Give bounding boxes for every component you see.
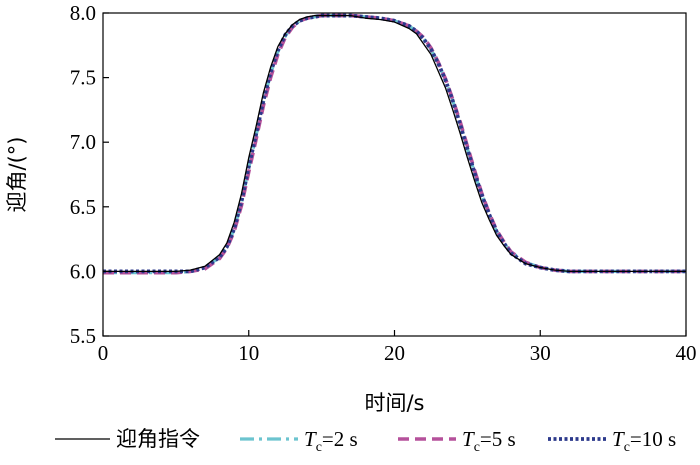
plot-frame xyxy=(102,12,687,337)
legend-label-1: Tc=2 s xyxy=(304,427,358,455)
series-line-2 xyxy=(103,13,686,275)
legend-var: T xyxy=(304,427,317,451)
tick-layer: 0 10 20 30 40 5.5 6.0 6.5 7.0 7.5 8.0 xyxy=(70,1,697,365)
y-axis-title: 迎角/(°) xyxy=(5,137,29,213)
x-tick-label: 0 xyxy=(98,341,109,365)
y-tick-label: 7.5 xyxy=(70,66,96,90)
legend-var: T xyxy=(612,427,625,451)
y-tick-label: 6.0 xyxy=(70,259,96,283)
series-line-0 xyxy=(103,14,686,273)
y-tick-label: 8.0 xyxy=(70,1,96,25)
legend: 迎角指令 Tc=2 s Tc=5 s Tc=10 s xyxy=(55,427,676,455)
legend-label-0: 迎角指令 xyxy=(116,427,200,451)
series-line-3 xyxy=(103,13,686,274)
legend-value: =2 s xyxy=(322,427,358,451)
legend-value: =10 s xyxy=(630,427,676,451)
x-axis-title: 时间/s xyxy=(364,391,424,415)
legend-var: T xyxy=(462,427,475,451)
legend-sub: c xyxy=(624,440,630,455)
y-tick-label: 7.0 xyxy=(70,130,96,154)
y-tick-label: 5.5 xyxy=(70,324,96,348)
legend-sub: c xyxy=(474,440,480,455)
y-tick-label: 6.5 xyxy=(70,195,96,219)
series-layer xyxy=(103,13,686,275)
x-tick-label: 10 xyxy=(238,341,259,365)
legend-label-2: Tc=5 s xyxy=(462,427,516,455)
legend-value: =5 s xyxy=(480,427,516,451)
x-tick-label: 20 xyxy=(384,341,405,365)
legend-sub: c xyxy=(316,440,322,455)
series-line-1 xyxy=(103,13,686,275)
x-tick-label: 40 xyxy=(676,341,697,365)
x-tick-label: 30 xyxy=(530,341,551,365)
legend-label-3: Tc=10 s xyxy=(612,427,676,455)
